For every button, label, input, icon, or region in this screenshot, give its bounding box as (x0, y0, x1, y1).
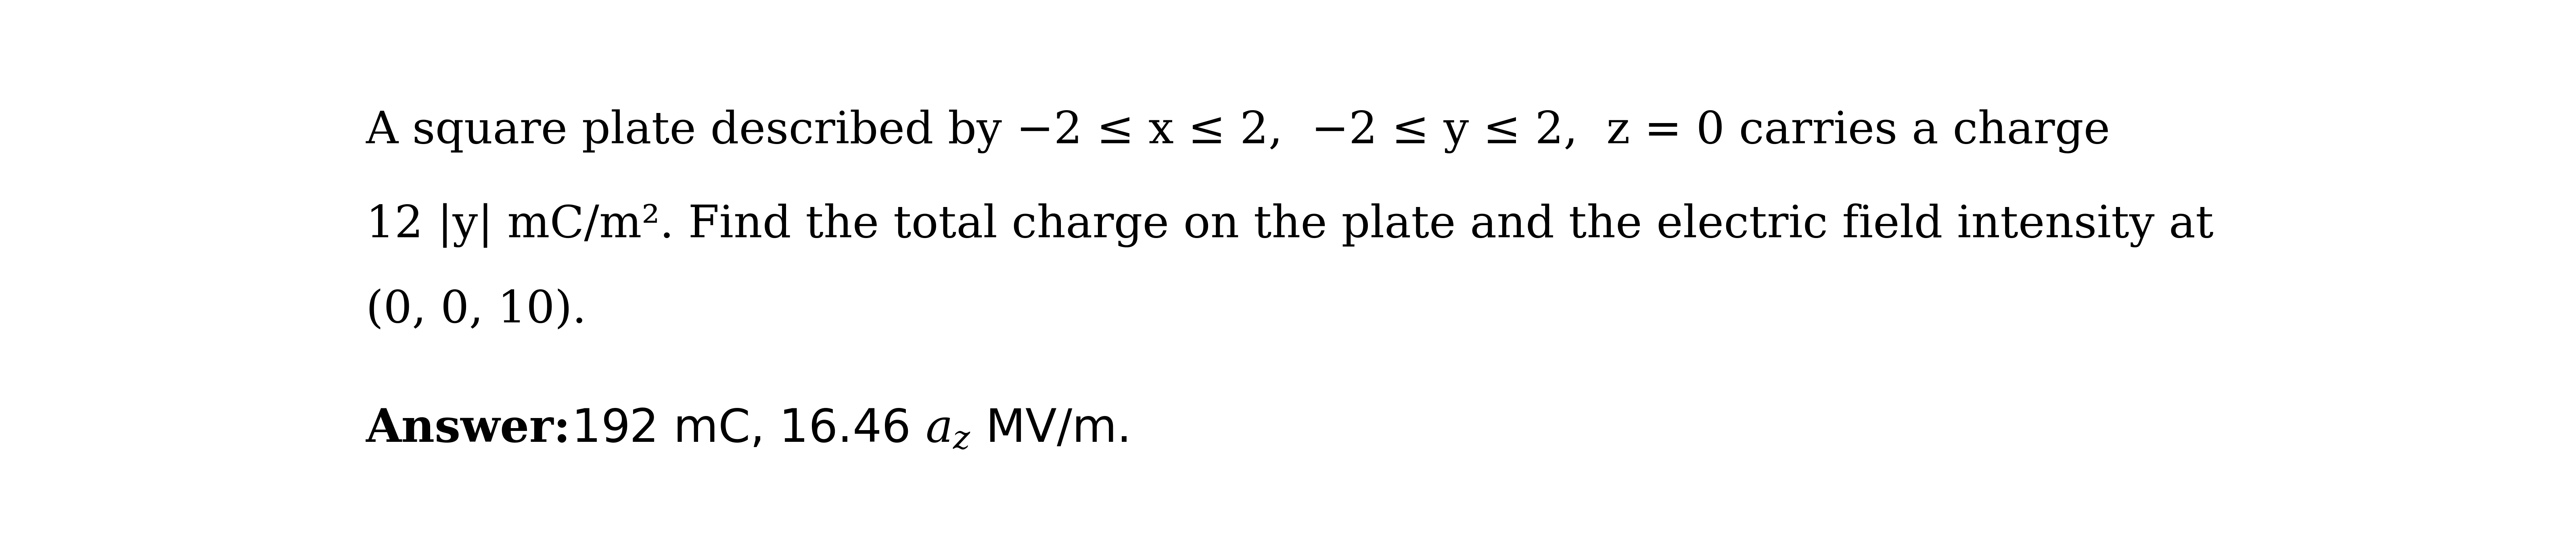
Text: Answer:: Answer: (366, 407, 572, 452)
Text: (0, 0, 10).: (0, 0, 10). (366, 289, 587, 332)
Text: A square plate described by −2 ≤ x ≤ 2,  −2 ≤ y ≤ 2,  z = 0 carries a charge: A square plate described by −2 ≤ x ≤ 2, … (366, 109, 2110, 153)
Text: 12 |y| mC/m². Find the total charge on the plate and the electric field intensit: 12 |y| mC/m². Find the total charge on t… (366, 203, 2213, 248)
Text: 192 mC, 16.46 $a_z$ MV/m.: 192 mC, 16.46 $a_z$ MV/m. (528, 407, 1128, 452)
